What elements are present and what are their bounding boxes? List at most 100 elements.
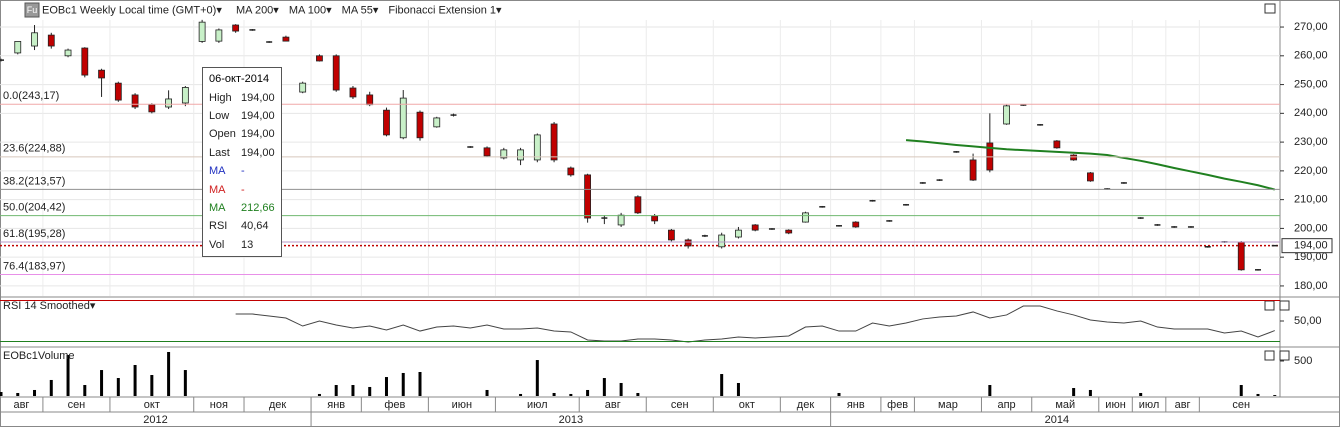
tooltip-label: High <box>209 91 232 104</box>
candle-body <box>14 41 22 54</box>
tooltip-row: MA 212,66 <box>209 199 281 217</box>
tooltip-row: Low 194,00 <box>209 107 281 125</box>
indicator-label[interactable]: Fibonacci Extension 1▾ <box>388 4 502 16</box>
volume-bar <box>1072 388 1076 396</box>
candle-body <box>802 212 809 223</box>
symbol-icon[interactable] <box>24 2 40 18</box>
tooltip-row: High 194,00 <box>209 88 281 106</box>
candle-body <box>584 174 591 219</box>
candle-body <box>215 29 223 42</box>
candle-body <box>399 97 407 139</box>
last-price-box <box>1281 238 1333 254</box>
candle-body <box>969 159 977 181</box>
candle-body <box>852 221 860 228</box>
volume-bar <box>535 360 539 396</box>
candle-body <box>232 24 240 32</box>
indicator-label[interactable]: MA 100▾ <box>289 4 332 16</box>
month-label: дек <box>797 399 815 411</box>
panel-title: RSI 14 Smoothed▾ <box>3 300 96 312</box>
fib-label: 38.2(213,57) <box>3 175 65 187</box>
month-label: июл <box>1139 399 1160 411</box>
candle-body <box>31 32 38 47</box>
tooltip-label: Vol <box>209 238 225 251</box>
volume-bar <box>49 379 53 396</box>
volume-bar <box>418 372 422 396</box>
candle-body <box>366 94 374 106</box>
y-tick-label: 230,00 <box>1294 136 1328 148</box>
toolbar-title[interactable]: EOBc1 Weekly Local time (GMT+0)▾ <box>42 4 222 16</box>
month-label: июн <box>1105 399 1125 411</box>
volume-bar <box>133 365 137 396</box>
close-button[interactable] <box>1279 300 1290 311</box>
maximize-button[interactable] <box>1264 350 1275 361</box>
volume-bar <box>1139 392 1143 396</box>
fib-label: 76.4(183,97) <box>3 260 65 272</box>
tooltip-value: 194,00 <box>241 128 275 141</box>
tooltip-date: 06-окт-2014 <box>209 73 270 86</box>
tooltip-row: Open 194,00 <box>209 125 281 143</box>
fib-label: 50.0(204,42) <box>3 202 65 214</box>
tooltip-label: Open <box>209 128 236 141</box>
indicator-label[interactable]: MA 55▾ <box>342 4 379 16</box>
month-label: июл <box>527 399 548 411</box>
indicator-label[interactable]: MA 200▾ <box>236 4 279 16</box>
candle-body <box>114 82 122 101</box>
month-label: июн <box>452 399 472 411</box>
candle-body <box>64 49 72 57</box>
y-tick-label: 50,00 <box>1294 315 1322 327</box>
volume-bar <box>0 392 3 396</box>
volume-bar <box>167 351 171 396</box>
tooltip-label: MA <box>209 183 226 196</box>
tooltip: 06-окт-2014 High 194,00 Low 194,00 Open 194,0… <box>202 67 282 257</box>
candle-body <box>198 21 206 42</box>
tooltip-row: MA - <box>209 180 281 198</box>
tooltip-value: 40,64 <box>241 220 269 233</box>
candle-body <box>668 229 675 241</box>
tooltip-value: 194,00 <box>241 146 275 159</box>
month-label: авг <box>1175 399 1191 411</box>
year-label: 2013 <box>559 414 583 426</box>
candle-body <box>81 47 89 76</box>
close-button[interactable] <box>1279 350 1290 361</box>
candle-body <box>1003 105 1010 125</box>
y-tick-label: 250,00 <box>1294 78 1328 90</box>
fib-label: 23.6(224,88) <box>3 143 65 155</box>
tooltip-value: - <box>241 183 245 196</box>
tooltip-row: Last 194,00 <box>209 144 281 162</box>
month-label: фев <box>887 399 908 411</box>
volume-bar <box>569 393 573 396</box>
symbol-icon-text: Fu <box>27 5 38 15</box>
volume-bar <box>183 370 187 396</box>
month-label: дек <box>269 399 287 411</box>
volume-bar <box>66 354 70 396</box>
volume-bar <box>602 378 606 396</box>
candle-body <box>165 98 173 108</box>
candle-body <box>131 94 139 108</box>
fib-label: 0.0(243,17) <box>3 90 59 102</box>
volume-bar <box>837 392 841 396</box>
month-label: май <box>1055 399 1075 411</box>
tooltip-value: 13 <box>241 238 254 251</box>
tooltip-value: 194,00 <box>241 91 275 104</box>
y-tick-label: 180,00 <box>1294 280 1328 292</box>
month-label: апр <box>997 399 1015 411</box>
month-label: янв <box>847 399 865 411</box>
candle-body <box>433 117 441 128</box>
candle-body <box>1237 241 1245 271</box>
volume-bar <box>519 393 523 396</box>
volume-bar <box>586 389 590 396</box>
candle-body <box>181 87 189 104</box>
volume-bar <box>619 382 623 396</box>
candle-body <box>148 104 156 113</box>
candle-body <box>567 167 575 176</box>
maximize-button[interactable] <box>1264 300 1275 311</box>
fib-label: 61.8(195,28) <box>3 228 65 240</box>
tooltip-label: Last <box>209 146 230 159</box>
maximize-button[interactable] <box>1264 3 1276 14</box>
year-label: 2014 <box>1045 414 1069 426</box>
volume-bar <box>150 375 154 396</box>
mark-layer <box>0 19 1280 396</box>
candle-body <box>1087 172 1094 182</box>
candle-body <box>98 69 105 79</box>
tooltip-label: MA <box>209 201 226 214</box>
